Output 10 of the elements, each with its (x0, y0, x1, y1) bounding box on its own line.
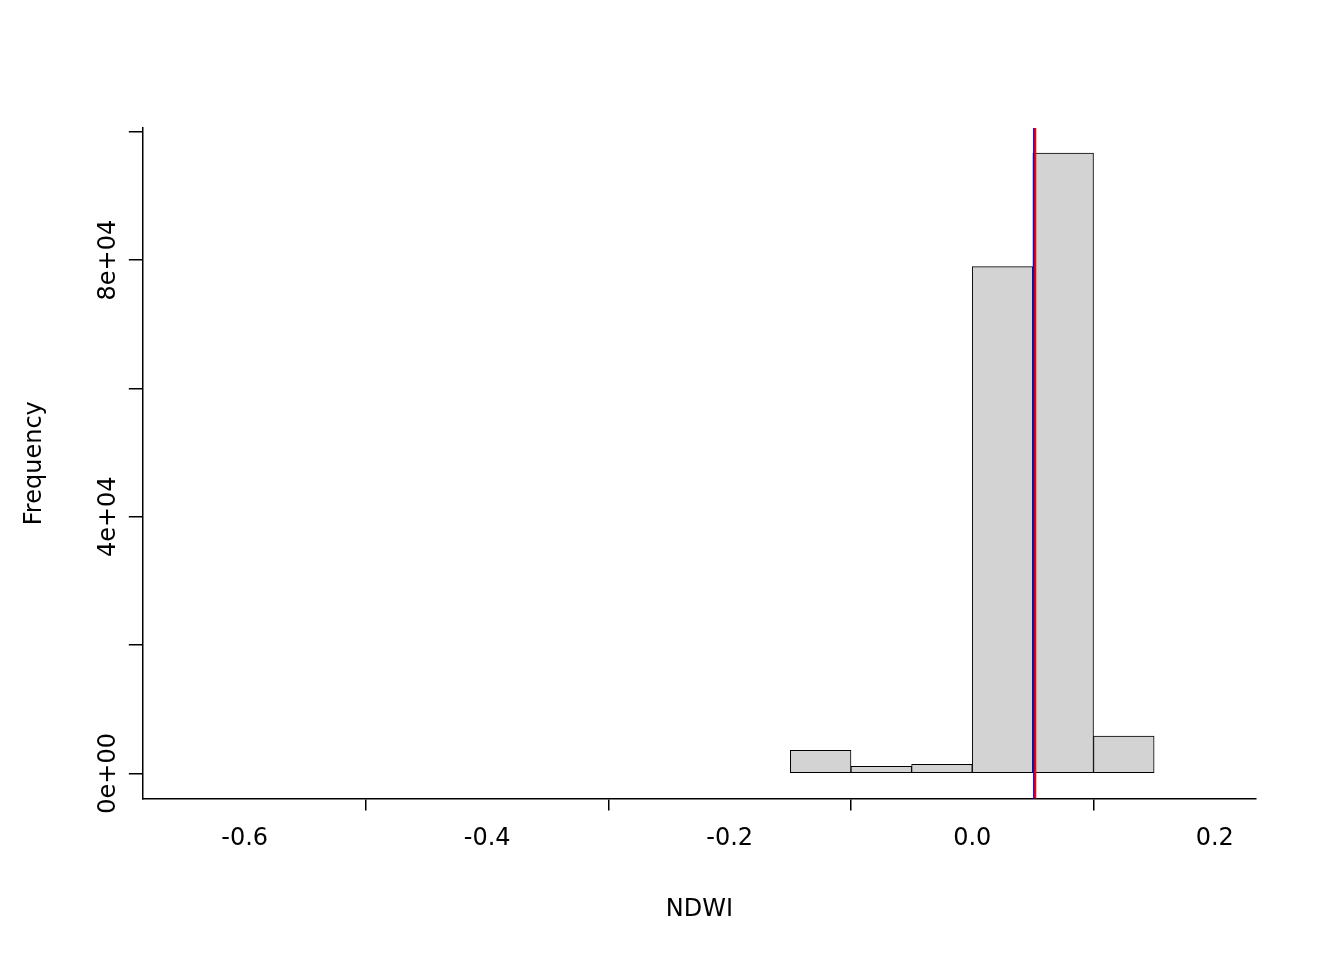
x-tick-label: 0.0 (953, 823, 992, 852)
x-tick-label: -0.2 (706, 823, 754, 852)
x-tick-label: 0.2 (1195, 823, 1234, 852)
x-tick-label: -0.6 (221, 823, 269, 852)
y-axis-title: Frequency (18, 401, 47, 526)
y-tick-label: 8e+04 (93, 219, 122, 301)
y-tick-label: 4e+04 (93, 476, 122, 558)
y-tick-label: 0e+00 (93, 733, 122, 814)
x-tick-label: -0.4 (463, 823, 511, 852)
x-axis-title: NDWI (665, 893, 734, 922)
